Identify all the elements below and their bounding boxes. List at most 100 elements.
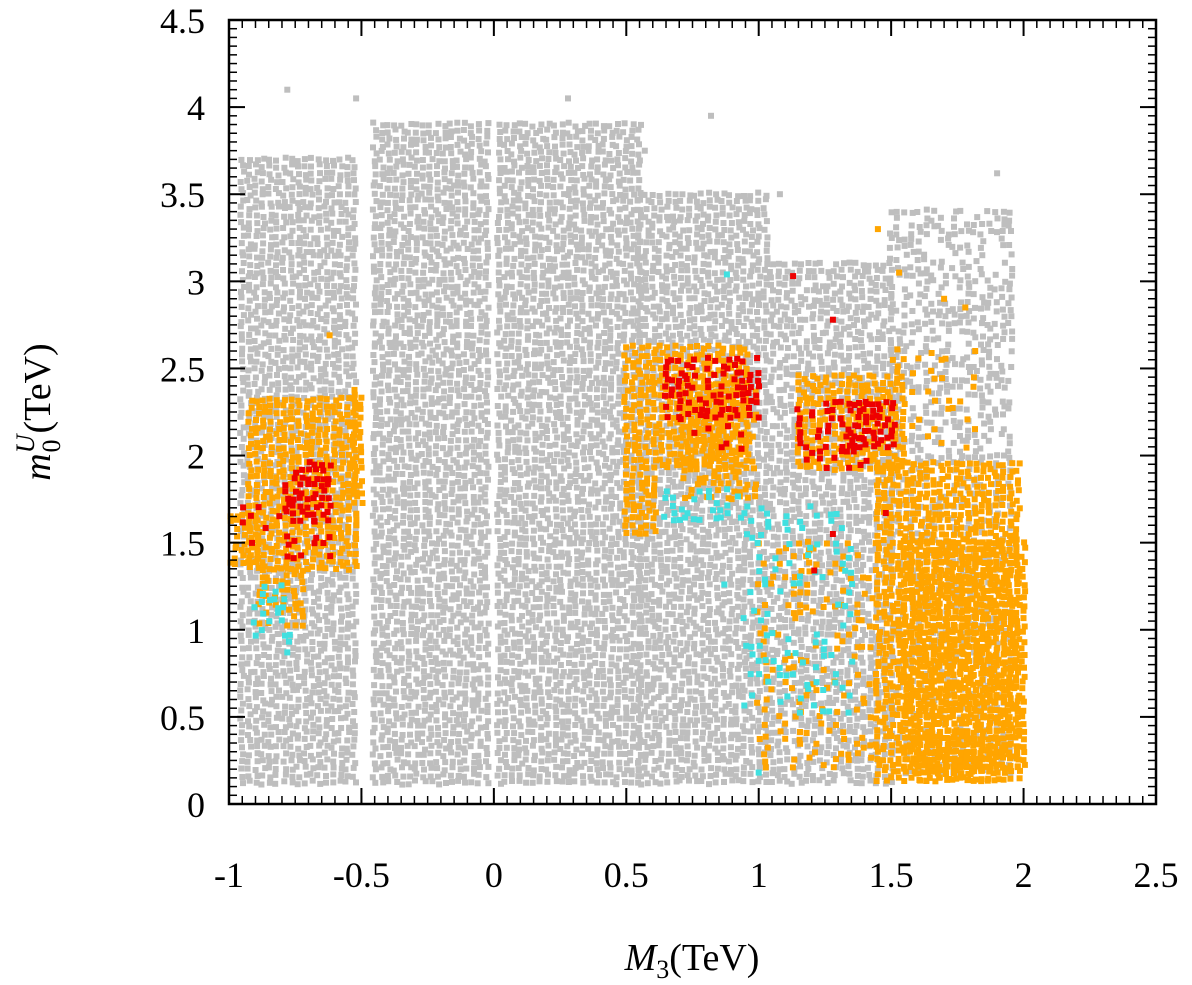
- scatter-point-series-1: [245, 220, 252, 227]
- scatter-point-series-1: [447, 703, 454, 710]
- scatter-point-series-1: [273, 317, 280, 324]
- scatter-point-series-1: [515, 191, 522, 198]
- scatter-point-series-1: [559, 588, 565, 595]
- scatter-point-series-1: [413, 121, 420, 128]
- scatter-point-series-1: [440, 214, 447, 221]
- scatter-point-series-1: [461, 749, 468, 756]
- scatter-point-series-1: [393, 261, 400, 268]
- scatter-point-series-1: [557, 340, 564, 346]
- scatter-point-series-1: [331, 283, 338, 290]
- scatter-point-series-1: [595, 269, 602, 275]
- scatter-point-series-1: [573, 443, 580, 449]
- scatter-point-series-1: [628, 420, 635, 427]
- scatter-point-series-1: [572, 189, 579, 196]
- scatter-point-series-1: [248, 358, 254, 365]
- scatter-point-series-1: [508, 245, 515, 252]
- scatter-point-series-1: [608, 386, 614, 393]
- scatter-point-series-1: [420, 386, 427, 393]
- scatter-point-series-1: [302, 687, 309, 694]
- scatter-point-series-1: [557, 583, 564, 590]
- scatter-point-series-1: [593, 702, 600, 709]
- scatter-point-series-1: [267, 280, 274, 287]
- scatter-point-series-1: [581, 708, 588, 715]
- scatter-point-series-1: [613, 282, 620, 289]
- scatter-point-series-1: [259, 714, 266, 721]
- scatter-point-series-1: [540, 269, 547, 276]
- scatter-point-series-1: [253, 270, 260, 277]
- scatter-point-series-1: [247, 346, 254, 353]
- scatter-point-series-1: [523, 235, 530, 242]
- scatter-point-series-1: [384, 199, 391, 206]
- scatter-point-series-1: [627, 198, 634, 205]
- scatter-point-series-1: [592, 275, 599, 282]
- scatter-point-series-1: [502, 331, 509, 338]
- scatter-point-series-1: [503, 512, 510, 518]
- scatter-point-series-1: [392, 610, 399, 616]
- scatter-point-series-1: [532, 484, 539, 491]
- scatter-point-series-1: [329, 210, 336, 217]
- scatter-point-series-1: [557, 367, 564, 373]
- scatter-point-series-1: [515, 345, 522, 352]
- scatter-point-series-1: [482, 553, 489, 560]
- scatter-point-series-1: [321, 645, 328, 652]
- scatter-point-series-1: [463, 437, 470, 444]
- scatter-point-series-1: [463, 444, 470, 451]
- scatter-point-series-1: [532, 567, 539, 574]
- scatter-point-series-1: [248, 638, 254, 645]
- scatter-point-series-1: [258, 781, 265, 788]
- scatter-point-series-1: [531, 694, 538, 701]
- scatter-point-series-1: [420, 668, 427, 675]
- scatter-point-series-1: [419, 730, 426, 737]
- scatter-point-series-1: [621, 227, 628, 234]
- scatter-point-series-1: [580, 529, 587, 536]
- scatter-point-series-1: [380, 318, 387, 325]
- scatter-point-series-1: [580, 186, 587, 193]
- scatter-point-series-1: [344, 773, 351, 780]
- scatter-point-series-1: [412, 399, 419, 406]
- scatter-point-series-1: [446, 717, 453, 724]
- scatter-point-series-1: [530, 604, 537, 611]
- scatter-point-series-1: [411, 520, 418, 527]
- scatter-point-series-1: [343, 582, 350, 589]
- scatter-point-series-1: [392, 322, 399, 329]
- scatter-point-series-1: [448, 413, 455, 420]
- scatter-point-series-1: [433, 289, 440, 296]
- scatter-point-series-1: [254, 584, 261, 591]
- scatter-point-series-1: [461, 690, 468, 697]
- scatter-point-series-1: [433, 717, 440, 724]
- scatter-point-series-1: [526, 401, 533, 408]
- scatter-point-series-1: [408, 617, 415, 624]
- scatter-point-series-1: [448, 596, 455, 603]
- scatter-point-series-1: [468, 731, 475, 738]
- scatter-point-series-1: [301, 266, 307, 273]
- scatter-point-series-1: [599, 427, 606, 434]
- scatter-point-series-1: [321, 392, 328, 399]
- scatter-point-series-1: [470, 661, 477, 668]
- scatter-point-series-1: [585, 561, 592, 568]
- scatter-point-series-1: [259, 512, 266, 519]
- scatter-point-series-1: [478, 486, 485, 493]
- scatter-point-series-1: [536, 177, 543, 184]
- scatter-point-series-1: [352, 316, 358, 323]
- scatter-point-series-1: [456, 669, 463, 676]
- scatter-point-series-1: [441, 403, 448, 410]
- scatter-point-series-1: [289, 197, 296, 204]
- scatter-point-series-1: [294, 638, 301, 645]
- scatter-point-series-1: [483, 317, 490, 324]
- scatter-point-series-1: [399, 764, 405, 771]
- scatter-point-series-1: [523, 737, 529, 744]
- scatter-point-series-1: [297, 634, 304, 640]
- scatter-point-series-1: [373, 477, 380, 484]
- scatter-point-series-1: [275, 172, 282, 179]
- scatter-point-series-1: [496, 121, 503, 128]
- scatter-point-series-1: [485, 304, 492, 311]
- scatter-point-series-1: [544, 659, 551, 666]
- scatter-point-series-1: [539, 290, 546, 297]
- scatter-point-series-1: [237, 323, 244, 330]
- scatter-point-series-1: [536, 595, 543, 602]
- scatter-point-series-1: [481, 508, 488, 515]
- scatter-point-series-1: [469, 375, 476, 382]
- scatter-point-series-1: [281, 290, 288, 297]
- scatter-point-series-1: [616, 610, 623, 617]
- scatter-point-series-1: [239, 744, 245, 751]
